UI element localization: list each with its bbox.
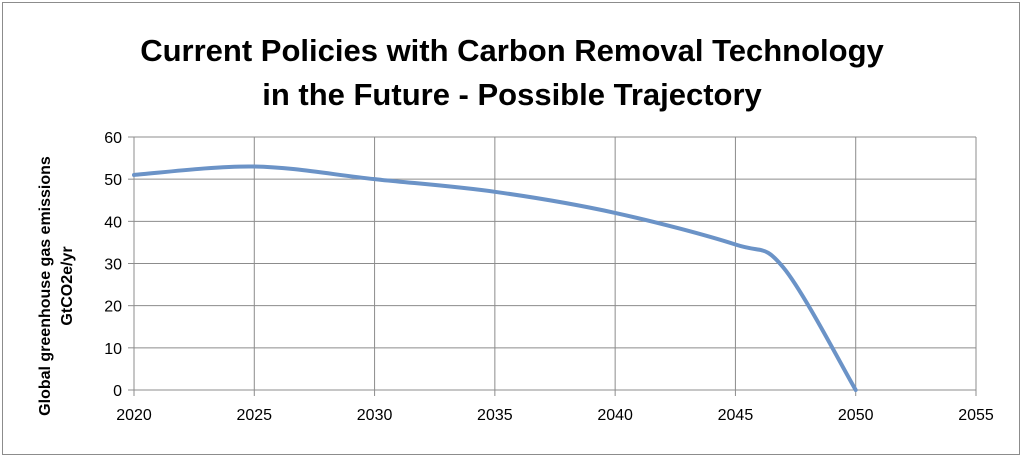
x-tick-label: 2045 (718, 407, 754, 424)
x-tick-label: 2025 (236, 407, 272, 424)
chart-title-line-2: in the Future - Possible Trajectory (262, 77, 762, 112)
series-line-0 (132, 164, 858, 392)
y-tick-label: 40 (104, 214, 122, 231)
y-tick-label: 60 (104, 130, 122, 147)
y-tick-label: 30 (104, 257, 122, 274)
y-axis-label-line-2: GtCO2e/yr (59, 246, 76, 325)
x-tick-label: 2040 (597, 407, 633, 424)
x-tick-label: 2055 (958, 407, 994, 424)
x-tick-label: 2050 (838, 407, 874, 424)
y-tick-label: 10 (104, 341, 122, 358)
x-tick-label: 2020 (116, 407, 152, 424)
y-tick-label: 50 (104, 172, 122, 189)
y-axis-label-line-1: Global greenhouse gas emissions (37, 156, 54, 416)
x-tick-label: 2035 (477, 407, 513, 424)
chart-title-line-1: Current Policies with Carbon Removal Tec… (140, 33, 884, 68)
y-tick-label: 0 (113, 383, 122, 400)
x-tick-label: 2030 (357, 407, 393, 424)
y-tick-label: 20 (104, 299, 122, 316)
chart-svg: Current Policies with Carbon Removal Tec… (37, 33, 994, 424)
